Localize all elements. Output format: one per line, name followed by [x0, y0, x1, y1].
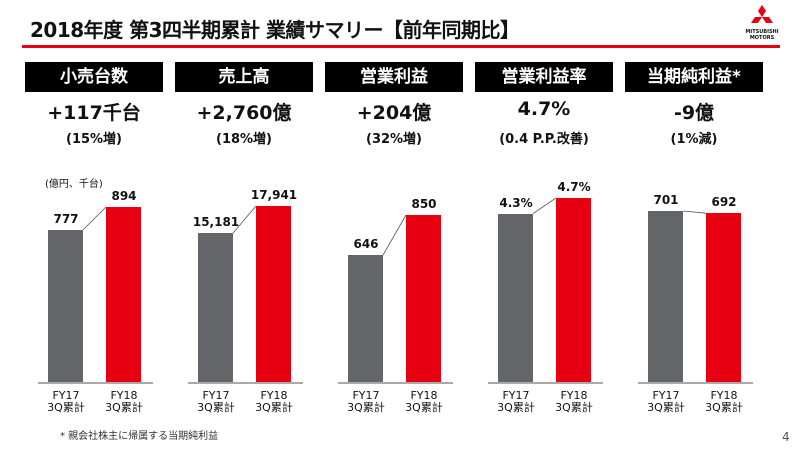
- kpi-percent: (15%増): [66, 132, 122, 147]
- value-label: 4.3%: [499, 195, 533, 210]
- value-label: 4.7%: [557, 179, 591, 194]
- kpi-header: 売上高: [175, 62, 313, 92]
- bar-fy17: [48, 229, 83, 382]
- category-label: FY18 3Q累計: [405, 389, 443, 414]
- kpi-percent: (32%増): [366, 132, 422, 147]
- footnote: * 親会社株主に帰属する当期純利益: [60, 431, 219, 442]
- connector-line: [682, 210, 707, 214]
- value-label: 17,941: [250, 187, 298, 202]
- bar-fy18: [706, 213, 741, 382]
- kpi-header: 小売台数: [25, 62, 163, 92]
- bar-fy18: [256, 205, 291, 382]
- kpi-percent: (0.4 P.P.改善): [499, 132, 589, 147]
- kpi-header: 営業利益: [325, 62, 463, 92]
- bar-fy18: [556, 197, 591, 382]
- connector-line: [232, 205, 257, 234]
- bar-fy18: [406, 215, 441, 382]
- value-label: 646: [353, 237, 379, 252]
- bar-chart: 4.3% FY17 3Q累計 4.7% FY18 3Q累計: [440, 160, 603, 430]
- category-label: FY17 3Q累計: [347, 389, 385, 414]
- kpi-change: +204億: [356, 102, 432, 124]
- bar-fy17: [348, 255, 383, 382]
- category-label: FY18 3Q累計: [555, 389, 593, 414]
- kpi-change: +117千台: [47, 102, 141, 124]
- kpi-change: -9億: [673, 102, 715, 124]
- baseline: [38, 382, 153, 384]
- baseline: [638, 382, 753, 384]
- kpi-header: 営業利益率: [475, 62, 613, 92]
- bar-fy17: [498, 213, 533, 382]
- category-label: FY18 3Q累計: [105, 389, 143, 414]
- baseline: [188, 382, 303, 384]
- value-label: 777: [53, 211, 79, 226]
- category-label: FY17 3Q累計: [197, 389, 235, 414]
- bar-fy17: [198, 233, 233, 382]
- kpi-percent: (1%減): [670, 132, 718, 147]
- connector-line: [532, 197, 557, 214]
- bar-fy17: [648, 210, 683, 382]
- kpi-change: +2,760億: [196, 102, 292, 124]
- three-diamonds-icon: [751, 5, 773, 23]
- value-label: 894: [111, 188, 137, 203]
- title-underline: [22, 45, 780, 48]
- kpi-change: 4.7%: [517, 98, 571, 120]
- category-label: FY17 3Q累計: [647, 389, 685, 414]
- bar-chart: 777 FY17 3Q累計 894 FY18 3Q累計: [0, 160, 153, 430]
- category-label: FY17 3Q累計: [47, 389, 85, 414]
- value-label: 15,181: [192, 215, 240, 230]
- mitsubishi-logo: MITSUBISHI MOTORS: [742, 5, 782, 41]
- bar-chart: 646 FY17 3Q累計 850 FY18 3Q累計: [290, 160, 453, 430]
- bar-fy18: [106, 206, 141, 382]
- page-title: 2018年度 第3四半期累計 業績サマリー【前年同期比】: [30, 18, 520, 42]
- bar-chart: 701 FY17 3Q累計 692 FY18 3Q累計: [590, 160, 753, 430]
- kpi-header: 当期純利益*: [625, 62, 763, 92]
- value-label: 850: [411, 197, 437, 211]
- connector-line: [382, 214, 407, 256]
- category-label: FY17 3Q累計: [497, 389, 535, 414]
- category-label: FY18 3Q累計: [255, 389, 293, 414]
- value-label: 701: [653, 192, 679, 207]
- value-label: 692: [711, 195, 737, 210]
- bar-chart: 15,181 FY17 3Q累計 17,941 FY18 3Q累計: [140, 160, 303, 430]
- baseline: [338, 382, 453, 384]
- category-label: FY18 3Q累計: [705, 389, 743, 414]
- connector-line: [82, 206, 107, 231]
- unit-label: (億円、千台): [45, 179, 103, 190]
- kpi-percent: (18%増): [216, 132, 272, 147]
- page-number: 4: [782, 430, 790, 444]
- baseline: [488, 382, 603, 384]
